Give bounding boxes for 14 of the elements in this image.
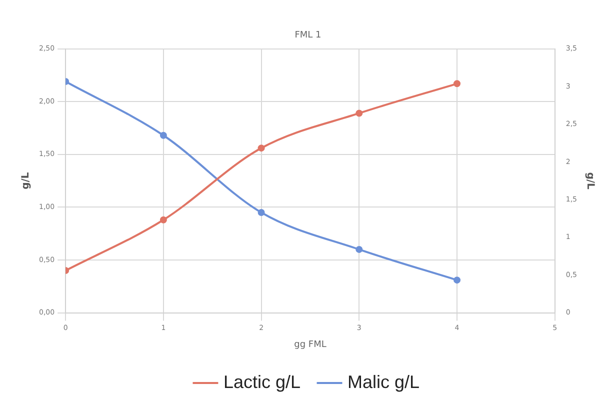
point: [454, 80, 461, 88]
point: [160, 216, 167, 224]
y2-axis-title: g/L: [584, 172, 596, 190]
point: [258, 144, 265, 152]
legend-label: Lactic g/L: [223, 372, 301, 392]
x-axis-title: gg FML: [294, 340, 326, 350]
point: [356, 246, 363, 253]
y-axis-title: g/L: [20, 172, 32, 190]
point: [356, 110, 363, 117]
point: [258, 208, 265, 216]
legend-label: Malic g/L: [348, 372, 420, 392]
point: [160, 132, 167, 139]
chart-title: FML 1: [294, 30, 322, 41]
point: [454, 276, 461, 284]
